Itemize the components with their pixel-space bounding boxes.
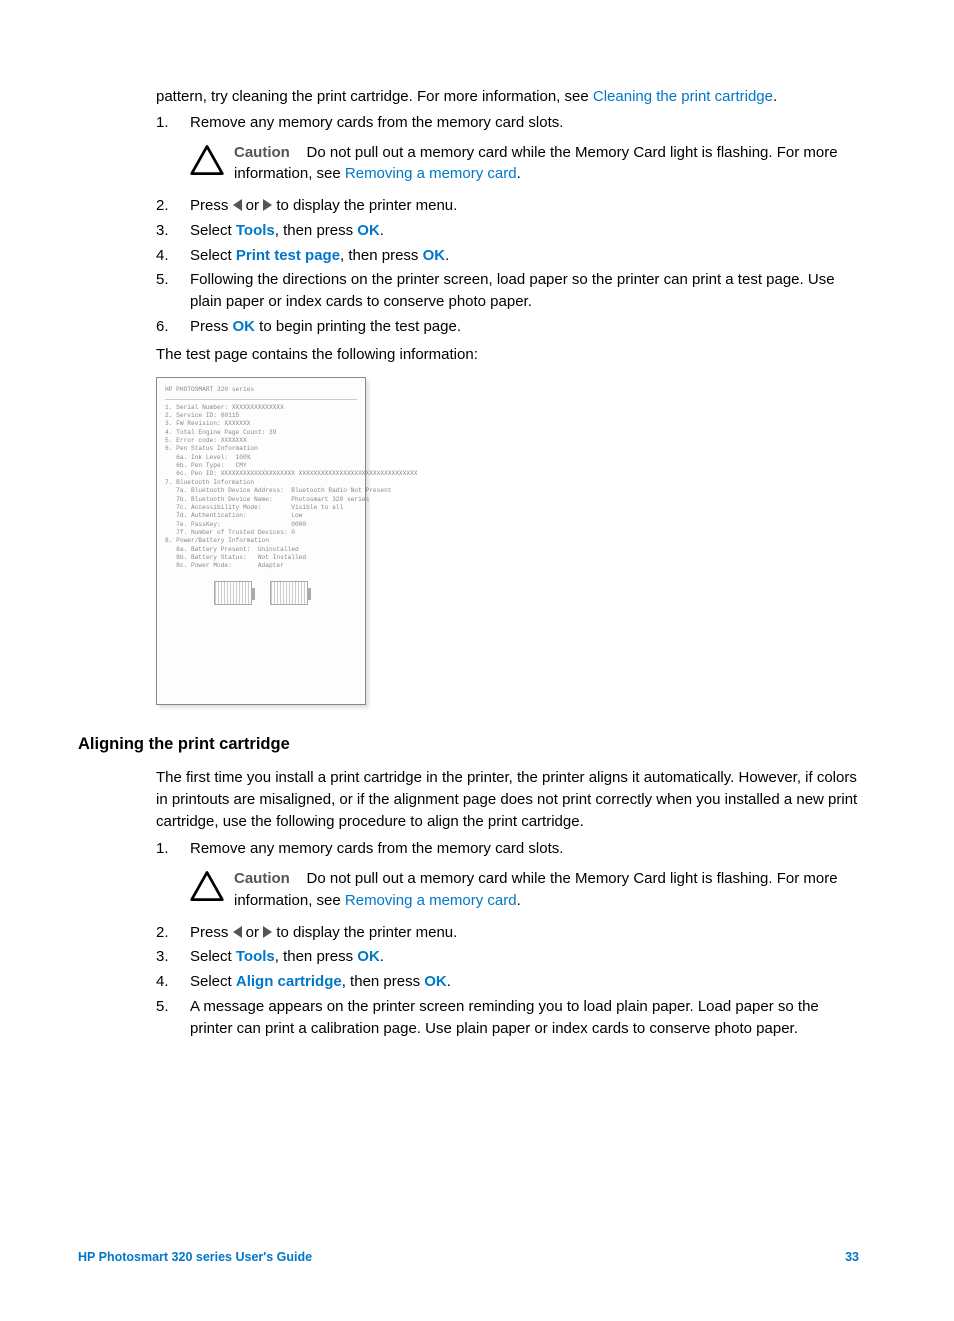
intro-after: . bbox=[773, 88, 777, 105]
step3b-b: , then press bbox=[275, 948, 358, 965]
step-1b: Remove any memory cards from the memory … bbox=[190, 838, 859, 860]
footer-left: HP Photosmart 320 series User's Guide bbox=[78, 1248, 312, 1266]
step2-after: to display the printer menu. bbox=[272, 197, 457, 214]
test-page-line: 8b. Battery Status: Not Installed bbox=[165, 554, 357, 562]
step6-a: Press bbox=[190, 318, 233, 335]
list-item: 4. Select Align cartridge, then press OK… bbox=[156, 971, 859, 993]
step6-b: to begin printing the test page. bbox=[255, 318, 461, 335]
ok-button-ref: OK bbox=[424, 973, 447, 990]
test-page-line: 6. Pen Status Information bbox=[165, 445, 357, 453]
step3-b: , then press bbox=[275, 222, 358, 239]
cleaning-cartridge-link[interactable]: Cleaning the print cartridge bbox=[593, 88, 773, 105]
caution-box-2: Caution Do not pull out a memory card wh… bbox=[190, 868, 859, 912]
print-test-page-menu: Print test page bbox=[236, 247, 340, 264]
test-page-line: 6b. Pen Type: CMY bbox=[165, 462, 357, 470]
test-page-line: 2. Service ID: 00115 bbox=[165, 412, 357, 420]
step4b-c: . bbox=[447, 973, 451, 990]
test-page-line: 8a. Battery Present: Uninstalled bbox=[165, 546, 357, 554]
list-item: 1. Remove any memory cards from the memo… bbox=[156, 838, 859, 860]
test-page-line: 7f. Number of Trusted Devices: 0 bbox=[165, 529, 357, 537]
test-page-line: 6c. Pen ID: XXXXXXXXXXXXXXXXXXXX XXXXXXX… bbox=[165, 470, 357, 478]
tools-menu: Tools bbox=[236, 948, 275, 965]
step3b-c: . bbox=[380, 948, 384, 965]
test-page-line: 3. FW Revision: XXXXXXX bbox=[165, 420, 357, 428]
test-page-line: 7b. Bluetooth Device Name: Photosmart 32… bbox=[165, 496, 357, 504]
caution-text-after: . bbox=[517, 892, 521, 909]
tools-menu: Tools bbox=[236, 222, 275, 239]
aligning-heading: Aligning the print cartridge bbox=[78, 733, 859, 757]
ok-button-ref: OK bbox=[233, 318, 256, 335]
step3b-a: Select bbox=[190, 948, 236, 965]
step4-a: Select bbox=[190, 247, 236, 264]
steps-list-2: 1. Remove any memory cards from the memo… bbox=[156, 838, 859, 860]
intro-text: pattern, try cleaning the print cartridg… bbox=[156, 86, 859, 108]
list-item: 4. Select Print test page, then press OK… bbox=[156, 245, 859, 267]
test-page-line: 6a. Ink Level: 100% bbox=[165, 454, 357, 462]
step4b-a: Select bbox=[190, 973, 236, 990]
caution-label: Caution bbox=[234, 144, 290, 161]
caution-icon bbox=[190, 144, 224, 176]
list-item: 5. A message appears on the printer scre… bbox=[156, 996, 859, 1040]
caution-label: Caution bbox=[234, 870, 290, 887]
aligning-para: The first time you install a print cartr… bbox=[156, 767, 859, 832]
footer-page-number: 33 bbox=[845, 1248, 859, 1266]
mid-text: The test page contains the following inf… bbox=[156, 344, 859, 366]
align-cartridge-menu: Align cartridge bbox=[236, 973, 342, 990]
step2-before: Press bbox=[190, 197, 233, 214]
list-item: 2. Press or to display the printer menu. bbox=[156, 195, 859, 217]
step2b-before: Press bbox=[190, 924, 233, 941]
caution-text-before: Do not pull out a memory card while the … bbox=[234, 870, 838, 909]
list-item: 6. Press OK to begin printing the test p… bbox=[156, 316, 859, 338]
caution-box-1: Caution Do not pull out a memory card wh… bbox=[190, 142, 859, 186]
step2-mid: or bbox=[242, 197, 264, 214]
step2b-mid: or bbox=[242, 924, 264, 941]
step3-c: . bbox=[380, 222, 384, 239]
ok-button-ref: OK bbox=[357, 948, 380, 965]
caution-icon bbox=[190, 870, 224, 902]
test-page-line: 8c. Power Mode: Adapter bbox=[165, 562, 357, 570]
caution-text-after: . bbox=[517, 165, 521, 182]
step5b: A message appears on the printer screen … bbox=[190, 996, 859, 1040]
ok-button-ref: OK bbox=[357, 222, 380, 239]
test-page-line: 7e. PassKey: 0000 bbox=[165, 521, 357, 529]
steps-list-1-cont: 2. Press or to display the printer menu.… bbox=[156, 195, 859, 338]
test-page-line: 7. Bluetooth Information bbox=[165, 479, 357, 487]
step2b-after: to display the printer menu. bbox=[272, 924, 457, 941]
intro-before: pattern, try cleaning the print cartridg… bbox=[156, 88, 593, 105]
test-page-line: 5. Error code: XXXXXXX bbox=[165, 437, 357, 445]
test-page-title: HP PHOTOSMART 320 series bbox=[165, 386, 357, 399]
arrow-right-icon bbox=[263, 926, 272, 938]
test-page-image: HP PHOTOSMART 320 series 1. Serial Numbe… bbox=[156, 377, 366, 705]
battery-icon bbox=[214, 581, 252, 605]
step4-b: , then press bbox=[340, 247, 423, 264]
caution-text-before: Do not pull out a memory card while the … bbox=[234, 144, 838, 183]
test-page-line: 7c. Accessibility Mode: Visible to all bbox=[165, 504, 357, 512]
battery-icon bbox=[270, 581, 308, 605]
test-page-line: 8. Power/Battery Information bbox=[165, 537, 357, 545]
step4b-b: , then press bbox=[342, 973, 425, 990]
step4-c: . bbox=[445, 247, 449, 264]
arrow-right-icon bbox=[263, 199, 272, 211]
ok-button-ref: OK bbox=[423, 247, 446, 264]
removing-memory-link-1[interactable]: Removing a memory card bbox=[345, 165, 517, 182]
page-footer: HP Photosmart 320 series User's Guide 33 bbox=[78, 1248, 859, 1266]
test-page-line: 4. Total Engine Page Count: 39 bbox=[165, 429, 357, 437]
list-item: 3. Select Tools, then press OK. bbox=[156, 946, 859, 968]
list-item: 1. Remove any memory cards from the memo… bbox=[156, 112, 859, 134]
list-item: 3. Select Tools, then press OK. bbox=[156, 220, 859, 242]
test-page-line: 7d. Authentication: Low bbox=[165, 512, 357, 520]
step-1: Remove any memory cards from the memory … bbox=[190, 112, 859, 134]
arrow-left-icon bbox=[233, 199, 242, 211]
steps-list-2-cont: 2. Press or to display the printer menu.… bbox=[156, 922, 859, 1040]
test-page-line: 7a. Bluetooth Device Address: Bluetooth … bbox=[165, 487, 357, 495]
list-item: 2. Press or to display the printer menu. bbox=[156, 922, 859, 944]
step5: Following the directions on the printer … bbox=[190, 269, 859, 313]
test-page-line: 1. Serial Number: XXXXXXXXXXXXXX bbox=[165, 404, 357, 412]
steps-list-1: 1. Remove any memory cards from the memo… bbox=[156, 112, 859, 134]
arrow-left-icon bbox=[233, 926, 242, 938]
list-item: 5. Following the directions on the print… bbox=[156, 269, 859, 313]
removing-memory-link-2[interactable]: Removing a memory card bbox=[345, 892, 517, 909]
step3-a: Select bbox=[190, 222, 236, 239]
